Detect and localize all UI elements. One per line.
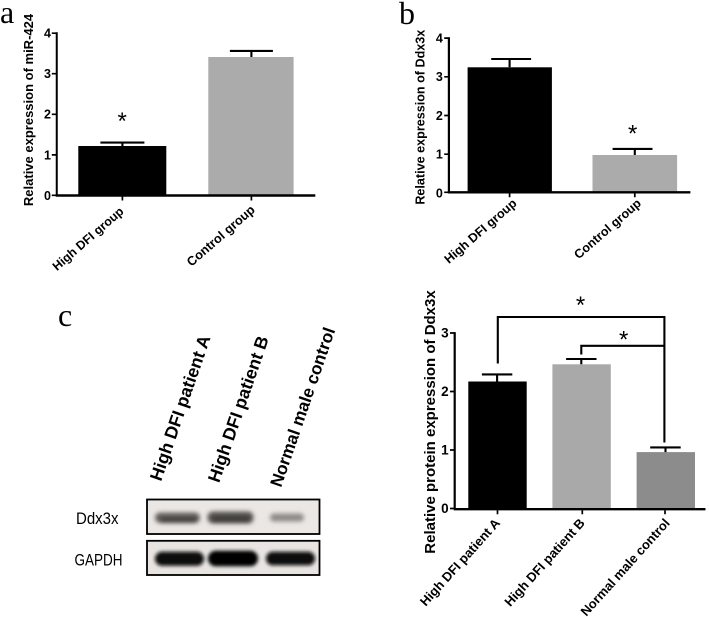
svg-text:*: *: [628, 121, 637, 148]
svg-text:Relative expression of miR-424: Relative expression of miR-424: [21, 13, 36, 206]
svg-text:3: 3: [436, 70, 443, 84]
svg-text:Ddx3x: Ddx3x: [76, 509, 119, 528]
svg-text:4: 4: [44, 27, 51, 41]
svg-text:1: 1: [441, 442, 449, 457]
svg-text:3: 3: [44, 67, 51, 81]
svg-text:GAPDH: GAPDH: [75, 551, 123, 570]
svg-text:2: 2: [44, 108, 51, 122]
svg-text:2: 2: [441, 384, 449, 399]
svg-text:c: c: [58, 297, 72, 333]
svg-text:a: a: [0, 0, 14, 30]
svg-text:0: 0: [441, 501, 449, 516]
svg-text:Relative protein expression of: Relative protein expression of Ddx3x: [422, 290, 439, 554]
svg-text:*: *: [619, 327, 628, 354]
svg-text:1: 1: [44, 148, 51, 162]
svg-text:4: 4: [436, 32, 443, 46]
svg-text:3: 3: [441, 325, 449, 340]
svg-text:b: b: [399, 0, 415, 31]
svg-text:0: 0: [436, 186, 443, 200]
svg-text:Relative expression of Ddx3x: Relative expression of Ddx3x: [414, 30, 428, 205]
svg-text:*: *: [118, 108, 127, 135]
svg-text:*: *: [576, 292, 585, 319]
svg-text:1: 1: [436, 148, 443, 162]
svg-text:2: 2: [436, 109, 443, 123]
svg-text:0: 0: [44, 189, 51, 203]
